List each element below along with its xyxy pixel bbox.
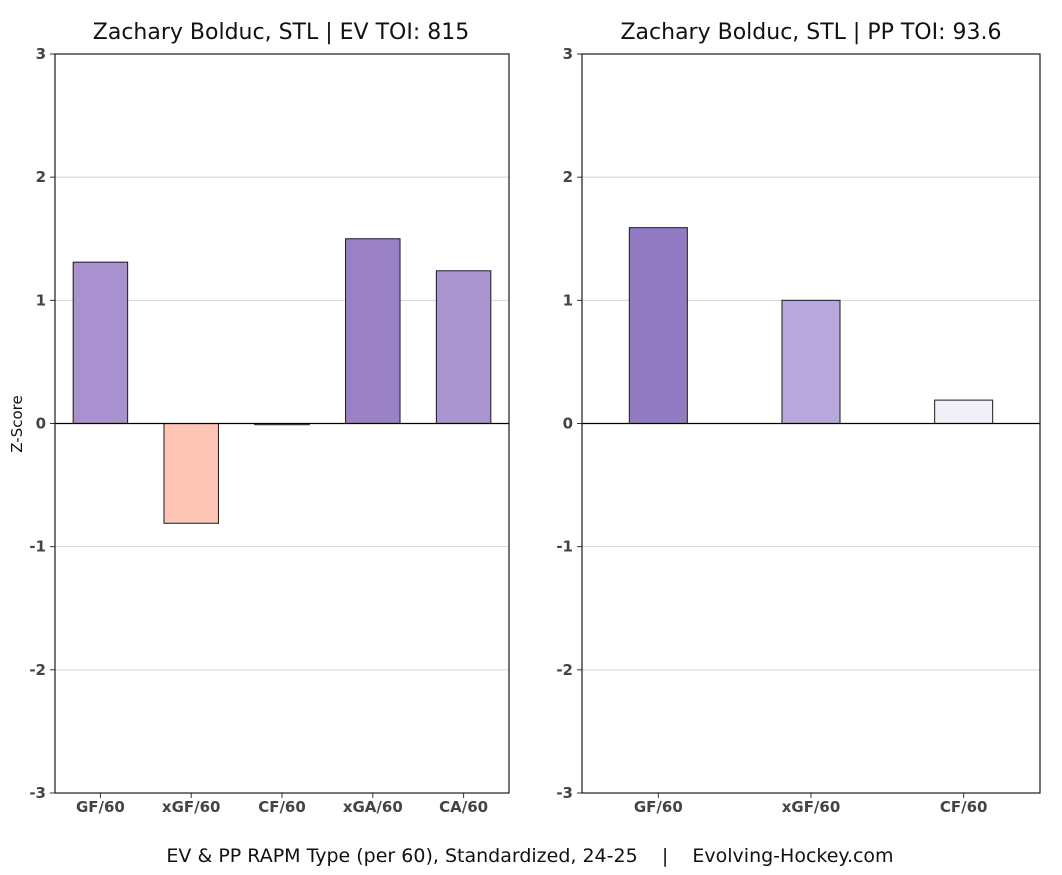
panel-title: Zachary Bolduc, STL | EV TOI: 815	[93, 20, 469, 45]
y-tick-label: 0	[563, 415, 573, 433]
y-tick-label: -1	[556, 538, 573, 556]
bar-xgf-60	[163, 423, 219, 524]
x-tick-label: xGF/60	[782, 798, 841, 816]
chart-caption: EV & PP RAPM Type (per 60), Standardized…	[166, 845, 893, 867]
bar-gf-60	[72, 261, 129, 424]
panel-2: Zachary Bolduc, STL | PP TOI: 93.6 3 2 1 0 -1…	[556, 20, 1041, 816]
panel-border	[54, 53, 510, 794]
y-tick-label: -2	[29, 661, 46, 679]
y-tick-label: -2	[556, 661, 573, 679]
y-tick-label: -1	[29, 538, 46, 556]
y-tick-label: 1	[36, 291, 46, 309]
x-tick-label: CF/60	[258, 798, 306, 816]
y-axis-title: Z-Score	[8, 395, 26, 452]
panel-border	[581, 53, 1041, 794]
x-tick-label: GF/60	[634, 798, 683, 816]
bar-xga-60	[345, 238, 401, 424]
bar-cf-60	[934, 399, 994, 424]
y-tick-label: 3	[36, 45, 46, 63]
y-tick-label: 3	[563, 45, 573, 63]
x-tick-label: GF/60	[76, 798, 125, 816]
panels: Zachary Bolduc, STL | EV TOI: 815 3 2 1 0 -1 -…	[29, 20, 1041, 816]
panel-1: Zachary Bolduc, STL | EV TOI: 815 3 2 1 0 -1 -…	[29, 20, 510, 816]
y-tick-label: 1	[563, 291, 573, 309]
x-tick-label: CF/60	[940, 798, 988, 816]
y-tick-label: 0	[36, 415, 46, 433]
bar-xgf-60	[781, 299, 841, 425]
x-tick-label: xGF/60	[162, 798, 221, 816]
y-tick-label: -3	[29, 784, 46, 802]
x-tick-label: xGA/60	[343, 798, 403, 816]
bar-ca-60	[435, 270, 492, 425]
x-tick-label: CA/60	[439, 798, 488, 816]
bar-gf-60	[628, 227, 688, 424]
y-tick-label: 2	[563, 168, 573, 186]
panel-title: Zachary Bolduc, STL | PP TOI: 93.6	[620, 20, 1001, 45]
y-tick-label: -3	[556, 784, 573, 802]
y-tick-label: 2	[36, 168, 46, 186]
